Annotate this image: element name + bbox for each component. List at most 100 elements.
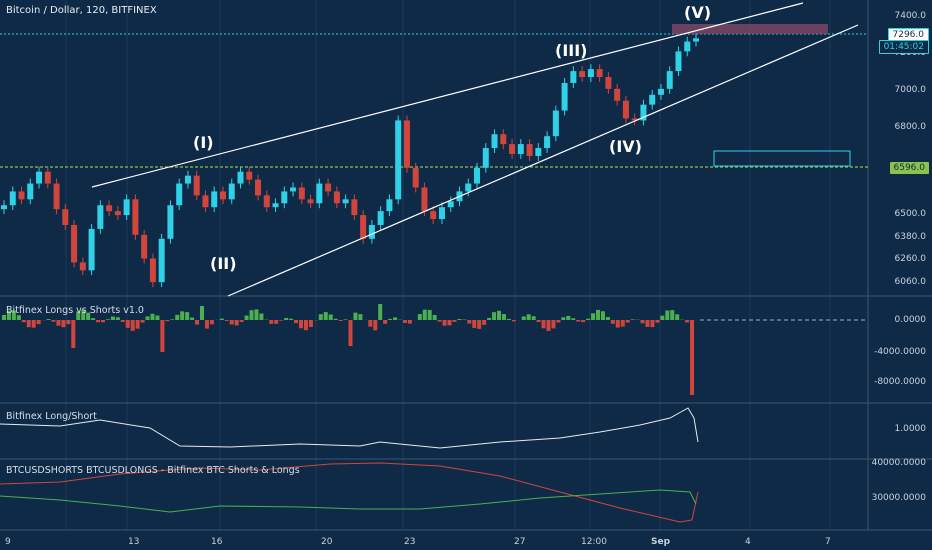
histogram-bar xyxy=(333,318,338,320)
histogram-bar xyxy=(343,319,348,320)
histogram-bar xyxy=(373,320,378,331)
histogram-bar xyxy=(650,320,655,328)
histogram-bar xyxy=(665,310,670,320)
candle-body xyxy=(430,211,437,220)
histogram-bar xyxy=(546,320,551,331)
histogram-bar xyxy=(447,320,452,326)
candle-body xyxy=(509,144,516,154)
histogram-bar xyxy=(91,318,96,320)
histogram-bar xyxy=(180,311,185,320)
histogram-bar xyxy=(318,314,323,320)
histogram-bar xyxy=(105,319,110,320)
histogram-bar xyxy=(511,320,516,322)
support-price-tag: 6596.0 xyxy=(889,162,929,174)
histogram-bar xyxy=(531,316,536,320)
histogram-bar xyxy=(219,318,224,320)
candle-body xyxy=(360,215,367,239)
upper-trendline[interactable] xyxy=(91,2,804,188)
histogram-bar xyxy=(615,320,620,328)
candle-body xyxy=(176,183,183,206)
histogram-bar xyxy=(467,320,472,324)
indicator-3-title[interactable]: BTCUSDSHORTS BTCUSDLONGS - Bitfinex BTC … xyxy=(6,465,300,476)
long-short-ratio-line xyxy=(0,407,699,449)
resistance-zone[interactable] xyxy=(672,24,828,34)
histogram-bar xyxy=(393,317,398,320)
histogram-bar xyxy=(645,320,650,327)
candle-body xyxy=(403,120,410,168)
histogram-bar xyxy=(299,320,303,329)
histogram-bar xyxy=(600,311,605,320)
bar-countdown-tag: 01:45:02 xyxy=(878,40,929,54)
time-tick: 20 xyxy=(321,537,333,547)
histogram-bar xyxy=(457,318,462,320)
candle-body xyxy=(465,183,472,192)
histogram-bar xyxy=(383,320,388,324)
histogram-bar xyxy=(6,310,11,320)
target-zone[interactable] xyxy=(713,150,851,167)
histogram-bar xyxy=(472,320,477,328)
indicator-1-tick: -4000.0000 xyxy=(874,347,926,357)
histogram-bar xyxy=(675,314,680,320)
candle-body xyxy=(421,187,428,212)
candle-body xyxy=(281,191,288,204)
histogram-bar xyxy=(254,309,259,320)
histogram-bar xyxy=(596,309,600,320)
indicator-1-title[interactable]: Bitfinex Longs vs Shorts v1.0 xyxy=(6,305,144,316)
candle-body xyxy=(666,71,673,89)
candle-body xyxy=(377,211,384,225)
candle-body xyxy=(184,175,191,184)
histogram-bar xyxy=(323,312,328,320)
candle-body xyxy=(27,183,34,200)
histogram-bar xyxy=(170,319,175,320)
histogram-bar xyxy=(76,311,81,320)
histogram-bar xyxy=(115,317,120,320)
candle-body xyxy=(298,187,305,200)
candle-body xyxy=(79,262,86,271)
candle-body xyxy=(640,104,647,121)
histogram-bar xyxy=(26,320,31,328)
wave-label-1: (I) xyxy=(193,133,214,152)
histogram-bar xyxy=(442,320,447,326)
candle-body xyxy=(561,82,568,111)
candle-body xyxy=(412,167,419,188)
candle-body xyxy=(438,207,445,220)
histogram-bar xyxy=(239,320,244,322)
histogram-bar xyxy=(96,320,101,323)
histogram-bar xyxy=(521,316,526,320)
candle-body xyxy=(605,77,612,89)
histogram-bar xyxy=(51,320,56,322)
candle-body xyxy=(263,195,270,208)
indicator-2-tick: 1.0000 xyxy=(894,424,927,434)
histogram-bar xyxy=(224,320,229,321)
histogram-bar xyxy=(185,312,190,320)
histogram-bar xyxy=(477,320,482,329)
histogram-bar xyxy=(110,316,115,320)
time-tick: 9 xyxy=(5,537,11,547)
candle-body xyxy=(255,179,262,196)
candle-body xyxy=(123,199,130,216)
histogram-bar xyxy=(31,320,36,328)
histogram-bar xyxy=(670,310,675,320)
histogram-bar xyxy=(591,313,596,320)
histogram-bar xyxy=(620,320,625,327)
histogram-bar xyxy=(289,318,294,320)
histogram-bar xyxy=(86,312,91,320)
indicator-2-title[interactable]: Bitfinex Long/Short xyxy=(6,411,97,422)
candle-body xyxy=(246,171,253,180)
candle-body xyxy=(167,205,174,239)
lower-trendline[interactable] xyxy=(227,24,859,297)
candle-body xyxy=(552,110,559,137)
candle-body xyxy=(316,183,323,204)
histogram-bar xyxy=(640,320,645,324)
histogram-bar xyxy=(284,317,289,320)
histogram-bar xyxy=(175,314,180,320)
candle-body xyxy=(36,171,43,184)
histogram-bar xyxy=(269,320,274,324)
candle-body xyxy=(149,258,156,283)
wave-label-4: (IV) xyxy=(609,137,642,156)
price-tick: 6500.0 xyxy=(894,209,927,219)
candle-body xyxy=(237,171,244,184)
candle-body xyxy=(114,211,121,216)
